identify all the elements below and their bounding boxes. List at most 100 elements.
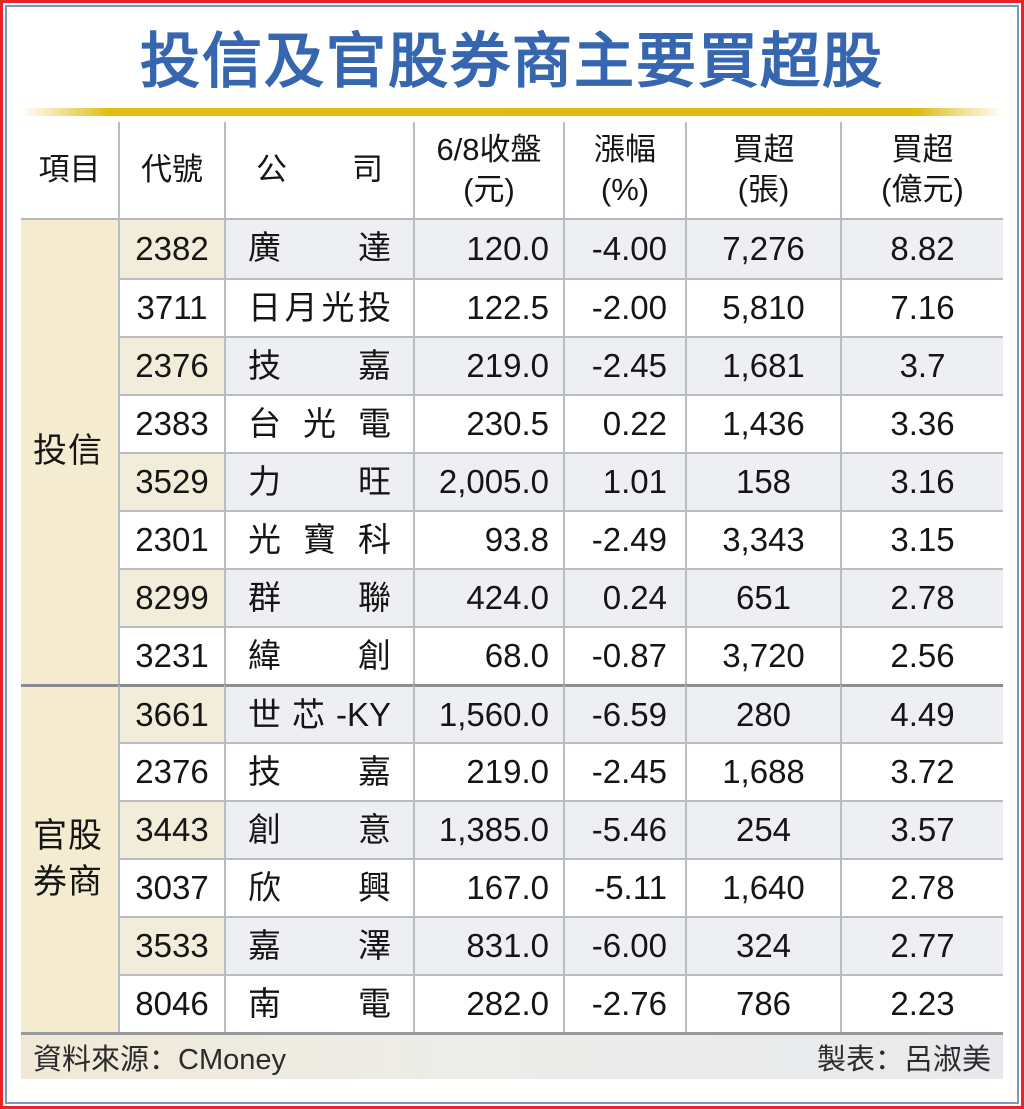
cell-change: -4.00 xyxy=(563,220,685,278)
cell-close: 831.0 xyxy=(413,916,563,974)
cell-change: -2.49 xyxy=(563,510,685,568)
table-body: 投信 官股券商 2382 廣 達 120.0 -4.00 7,276 8.82 3711 日月… xyxy=(21,220,1003,1035)
col-header-amount: 買超 (億元) xyxy=(840,122,1003,220)
col-header-close: 6/8收盤 (元) xyxy=(413,122,563,220)
cell-code: 2383 xyxy=(118,394,224,452)
cell-lots: 3,720 xyxy=(685,626,840,684)
cell-company: 創 意 xyxy=(224,800,413,858)
cell-company: 嘉 澤 xyxy=(224,916,413,974)
stock-table: 項目 代號 公 司 6/8收盤 (元) 漲幅 (%) 買超 (張) 買超 (億元… xyxy=(21,122,1003,1035)
cell-close: 219.0 xyxy=(413,336,563,394)
cell-code: 3037 xyxy=(118,858,224,916)
cell-code: 3661 xyxy=(118,684,224,742)
cell-company: 技 嘉 xyxy=(224,336,413,394)
cell-lots: 280 xyxy=(685,684,840,742)
cell-close: 2,005.0 xyxy=(413,452,563,510)
page-title: 投信及官股券商主要買超股 xyxy=(140,28,884,95)
col-header-item: 項目 xyxy=(21,122,118,220)
cell-amount: 2.78 xyxy=(840,858,1003,916)
cell-lots: 3,343 xyxy=(685,510,840,568)
cell-company: 南 電 xyxy=(224,974,413,1032)
cell-company: 技 嘉 xyxy=(224,742,413,800)
footer-bar: 資料來源：CMoney 製表：呂淑美 xyxy=(21,1035,1003,1079)
cell-close: 1,560.0 xyxy=(413,684,563,742)
cell-company: 世芯-KY xyxy=(224,684,413,742)
cell-code: 3529 xyxy=(118,452,224,510)
cell-close: 424.0 xyxy=(413,568,563,626)
cell-amount: 4.49 xyxy=(840,684,1003,742)
cell-close: 167.0 xyxy=(413,858,563,916)
cell-change: 0.22 xyxy=(563,394,685,452)
cell-code: 2376 xyxy=(118,742,224,800)
cell-lots: 1,688 xyxy=(685,742,840,800)
cell-change: -5.46 xyxy=(563,800,685,858)
credit-note: 製表：呂淑美 xyxy=(816,1044,991,1076)
source-note: 資料來源：CMoney xyxy=(33,1044,286,1076)
cell-change: -0.87 xyxy=(563,626,685,684)
cell-change: -2.45 xyxy=(563,336,685,394)
cell-lots: 651 xyxy=(685,568,840,626)
cell-close: 93.8 xyxy=(413,510,563,568)
cell-close: 68.0 xyxy=(413,626,563,684)
cell-lots: 7,276 xyxy=(685,220,840,278)
cell-lots: 1,436 xyxy=(685,394,840,452)
cell-lots: 786 xyxy=(685,974,840,1032)
cell-code: 3711 xyxy=(118,278,224,336)
cell-close: 1,385.0 xyxy=(413,800,563,858)
cell-amount: 3.36 xyxy=(840,394,1003,452)
cell-amount: 7.16 xyxy=(840,278,1003,336)
cell-lots: 158 xyxy=(685,452,840,510)
cell-amount: 3.16 xyxy=(840,452,1003,510)
cell-change: -2.76 xyxy=(563,974,685,1032)
cell-lots: 1,640 xyxy=(685,858,840,916)
cell-amount: 2.23 xyxy=(840,974,1003,1032)
cell-code: 3533 xyxy=(118,916,224,974)
col-header-company: 公 司 xyxy=(224,122,413,220)
cell-close: 230.5 xyxy=(413,394,563,452)
cell-code: 2376 xyxy=(118,336,224,394)
cell-amount: 2.78 xyxy=(840,568,1003,626)
cell-change: -2.45 xyxy=(563,742,685,800)
cell-change: -6.00 xyxy=(563,916,685,974)
cell-change: -6.59 xyxy=(563,684,685,742)
cell-code: 8299 xyxy=(118,568,224,626)
col-header-code: 代號 xyxy=(118,122,224,220)
cell-amount: 3.15 xyxy=(840,510,1003,568)
cell-change: 1.01 xyxy=(563,452,685,510)
cell-company: 光 寶 科 xyxy=(224,510,413,568)
cell-close: 120.0 xyxy=(413,220,563,278)
inner-blue-frame: 投信及官股券商主要買超股 項目 代號 公 司 6/8收盤 (元) 漲幅 (%) … xyxy=(5,5,1019,1104)
cell-company: 台 光 電 xyxy=(224,394,413,452)
cell-lots: 5,810 xyxy=(685,278,840,336)
cell-lots: 1,681 xyxy=(685,336,840,394)
cell-close: 219.0 xyxy=(413,742,563,800)
cell-change: -5.11 xyxy=(563,858,685,916)
col-header-change: 漲幅 (%) xyxy=(563,122,685,220)
cell-code: 8046 xyxy=(118,974,224,1032)
cell-code: 3443 xyxy=(118,800,224,858)
cell-close: 282.0 xyxy=(413,974,563,1032)
cell-company: 群 聯 xyxy=(224,568,413,626)
cell-amount: 3.7 xyxy=(840,336,1003,394)
cell-amount: 8.82 xyxy=(840,220,1003,278)
cell-company: 廣 達 xyxy=(224,220,413,278)
cell-change: 0.24 xyxy=(563,568,685,626)
group-label-investment-trust: 投信 xyxy=(21,220,118,684)
cell-lots: 254 xyxy=(685,800,840,858)
cell-amount: 3.72 xyxy=(840,742,1003,800)
col-header-lots: 買超 (張) xyxy=(685,122,840,220)
cell-amount: 2.56 xyxy=(840,626,1003,684)
cell-company: 力 旺 xyxy=(224,452,413,510)
cell-company: 日月光投控 xyxy=(224,278,413,382)
cell-code: 3231 xyxy=(118,626,224,684)
table-header-row: 項目 代號 公 司 6/8收盤 (元) 漲幅 (%) 買超 (張) 買超 (億元… xyxy=(21,122,1003,220)
cell-close: 122.5 xyxy=(413,278,563,336)
cell-change: -2.00 xyxy=(563,278,685,336)
cell-amount: 2.77 xyxy=(840,916,1003,974)
cell-lots: 324 xyxy=(685,916,840,974)
cell-code: 2382 xyxy=(118,220,224,278)
cell-amount: 3.57 xyxy=(840,800,1003,858)
cell-company: 緯 創 xyxy=(224,626,413,684)
cell-company: 欣 興 xyxy=(224,858,413,916)
